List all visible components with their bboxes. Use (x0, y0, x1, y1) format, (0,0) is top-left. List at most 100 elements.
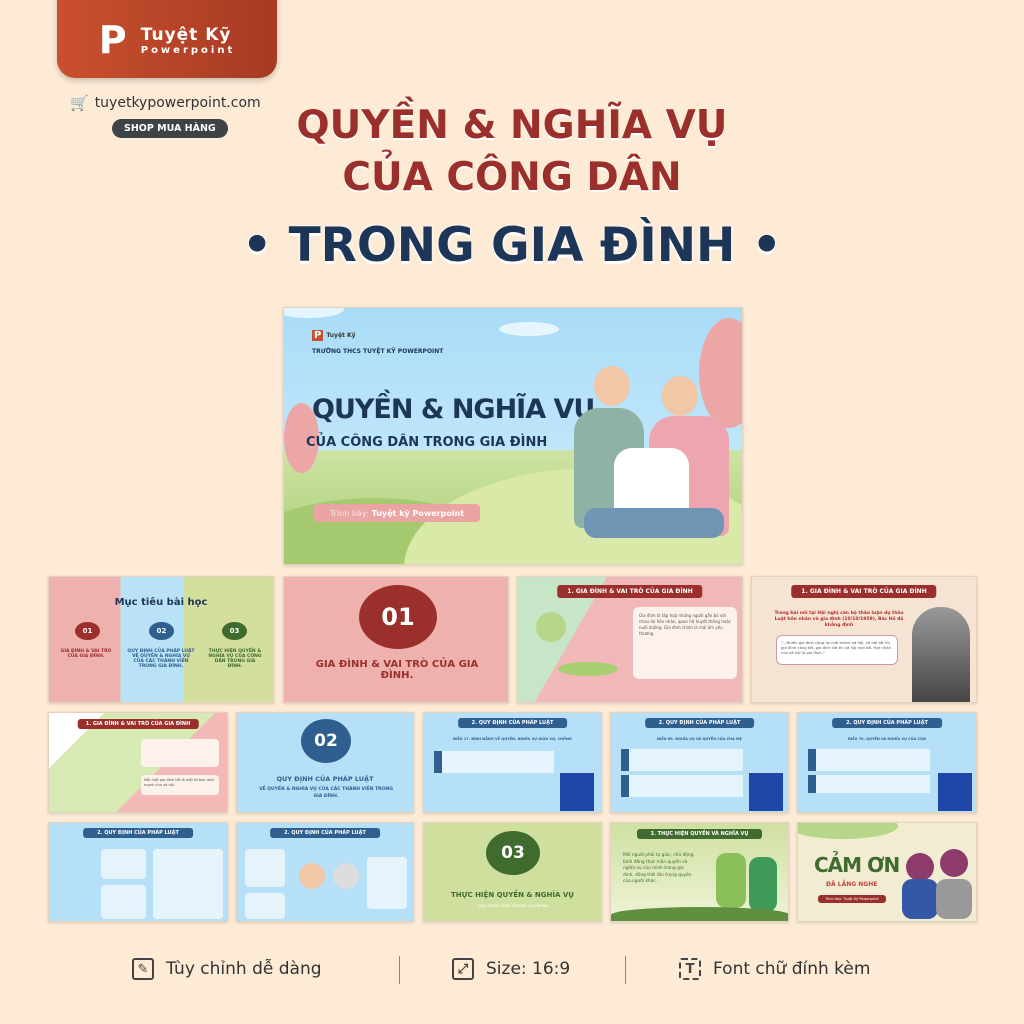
quote-text: "...Nhiều gia đình cộng lại mới thành xã… (781, 640, 891, 655)
slide-header: 2. QUY ĐỊNH CỦA PHÁP LUẬT (457, 718, 568, 728)
main-slide-subtitle: CỦA CÔNG DÂN TRONG GIA ĐÌNH (306, 435, 548, 450)
article-title: ĐIỀU 17. BÌNH ĐẲNG VỀ QUYỀN, NGHĨA VỤ GI… (453, 737, 572, 741)
title-line-2: CỦA CÔNG DÂN (342, 155, 682, 200)
text-card (245, 893, 285, 919)
section-number: 02 (301, 719, 351, 763)
section-title: QUY ĐỊNH CỦA PHÁP LUẬT (276, 775, 374, 783)
divider (399, 956, 400, 984)
thanks-title: CẢM ƠN (814, 853, 900, 877)
article-title: ĐIỀU 70. QUYỀN VÀ NGHĨA VỤ CỦA CON (848, 737, 926, 741)
section-number: 01 (359, 585, 437, 649)
article-card (621, 749, 743, 771)
text-card (101, 885, 146, 919)
family-illustration (749, 857, 777, 912)
feature-font: T Font chữ đính kèm (679, 958, 870, 980)
text-font-icon: T (679, 958, 701, 980)
text-card (141, 739, 219, 767)
ground (611, 907, 788, 921)
article-card (808, 749, 930, 771)
slide-thumb-ho-chi-minh-quote[interactable]: 1. GIA ĐÌNH & VAI TRÒ CỦA GIA ĐÌNH Trong… (751, 576, 977, 703)
quote-bubble: "...Nhiều gia đình cộng lại mới thành xã… (776, 635, 898, 665)
objective-text: THỰC HIỆN QUYỀN & NGHĨA VỤ CỦA CÔNG DÂN … (208, 649, 262, 669)
slide-thumb-family-definition[interactable]: 1. GIA ĐÌNH & VAI TRÒ CỦA GIA ĐÌNH Gia đ… (517, 576, 743, 703)
presenter-label: Trình bày: (329, 508, 369, 518)
section-subtitle: VỀ QUYỀN & NGHĨA VỤ CỦA CÁC THÀNH VIÊN T… (259, 787, 393, 799)
slide-header: 1. GIA ĐÌNH & VAI TRÒ CỦA GIA ĐÌNH (557, 585, 703, 598)
slide-header: 2. QUY ĐỊNH CỦA PHÁP LUẬT (832, 718, 942, 728)
feature-customize: ✎ Tùy chỉnh dễ dàng (132, 958, 322, 980)
law-book-image (560, 773, 594, 811)
main-slide-school: TRƯỜNG THCS TUYỆT KỸ POWERPOINT (312, 348, 444, 355)
slide-thumb-section-1[interactable]: 01 GIA ĐÌNH & VAI TRÒ CỦA GIA ĐÌNH. (283, 576, 509, 703)
main-slide-brand: Tuyệt Kỹ (326, 332, 356, 339)
article-card (621, 775, 743, 797)
slide-thumb-article-17[interactable]: 2. QUY ĐỊNH CỦA PHÁP LUẬT ĐIỀU 17. BÌNH … (423, 712, 602, 813)
card-text: Gia đình là tập hợp những người gắn bó v… (639, 613, 731, 636)
slide-thumb-objectives[interactable]: Mục tiêu bài học 01 02 03 GIA ĐÌNH & VAI… (48, 576, 274, 703)
page-title: QUYỀN & NGHĨA VỤ CỦA CÔNG DÂN (0, 100, 1024, 204)
article-card (434, 751, 554, 773)
slide-header: 2. QUY ĐỊNH CỦA PHÁP LUẬT (83, 828, 193, 838)
brand-name: Tuyệt Kỹ (140, 24, 232, 45)
website-text: tuyetkypowerpoint.com (94, 95, 261, 111)
law-book-image (749, 773, 783, 811)
thanks-subtitle: ĐÃ LẮNG NGHE (826, 881, 878, 888)
feature-label: Size: 16:9 (486, 959, 571, 979)
card-text: Mỗi một gia đình tốt là một tế bào lành … (144, 778, 215, 787)
objective-num: 02 (149, 622, 174, 640)
slide-thumb-thank-you[interactable]: CẢM ƠN ĐÃ LẮNG NGHE Trình bày: Tuyệt Kỹ … (797, 822, 977, 922)
law-book-image (938, 773, 972, 811)
article-card (808, 775, 930, 793)
brand-logo: P Tuyệt Kỹ Powerpoint (57, 0, 277, 78)
slide-thumb-section-3[interactable]: 03 THỰC HIỆN QUYỀN & NGHĨA VỤ CỦA CÔNG D… (423, 822, 602, 922)
text-card (101, 849, 146, 879)
slide-header: 1. GIA ĐÌNH & VAI TRÒ CỦA GIA ĐÌNH (791, 585, 937, 598)
slide-thumb-article-70[interactable]: 2. QUY ĐỊNH CỦA PHÁP LUẬT ĐIỀU 70. QUYỀN… (797, 712, 977, 813)
resize-icon: ⤢ (452, 958, 474, 980)
slide-header: 2. QUY ĐỊNH CỦA PHÁP LUẬT (644, 718, 755, 728)
slide-thumb-spouse-rights[interactable]: 2. QUY ĐỊNH CỦA PHÁP LUẬT (48, 822, 228, 922)
text-card: Gia đình là tập hợp những người gắn bó v… (633, 607, 737, 679)
section-number: 03 (486, 831, 540, 875)
shop-button[interactable]: SHOP MUA HÀNG (112, 119, 228, 138)
family-illustration (716, 853, 746, 908)
title-line-1: QUYỀN & NGHĨA VỤ (296, 103, 728, 148)
section-title: GIA ĐÌNH & VAI TRÒ CỦA GIA ĐÌNH. (315, 659, 479, 681)
title-line-3: • TRONG GIA ĐÌNH • (242, 218, 782, 273)
edit-icon: ✎ (132, 958, 154, 980)
brand-sub: Powerpoint (140, 44, 236, 56)
slide-thumb-family-role[interactable]: 1. GIA ĐÌNH & VAI TRÒ CỦA GIA ĐÌNH Mỗi m… (48, 712, 228, 813)
logo-p-icon: P (98, 18, 127, 62)
slide-header: 3. THỰC HIỆN QUYỀN VÀ NGHĨA VỤ (636, 829, 763, 839)
slide-thumb-practice[interactable]: 3. THỰC HIỆN QUYỀN VÀ NGHĨA VỤ Mỗi người… (610, 822, 789, 922)
objective-text: GIA ĐÌNH & VAI TRÒ CỦA GIA ĐÌNH. (60, 649, 112, 659)
feature-label: Font chữ đính kèm (713, 959, 871, 979)
practice-text: Mỗi người phải tự giác, chủ động, bình đ… (623, 853, 695, 884)
cart-icon: 🛒 (70, 94, 89, 112)
feature-size: ⤢ Size: 16:9 (452, 958, 570, 980)
website-link[interactable]: 🛒 tuyetkypowerpoint.com (70, 94, 261, 112)
quote-intro: Trong bài nói tại Hội nghị cán bộ thảo l… (774, 611, 904, 628)
portrait-image (912, 607, 970, 702)
main-slide-preview: P Tuyệt Kỹ TRƯỜNG THCS TUYỆT KỸ POWERPOI… (283, 307, 743, 565)
objective-num: 03 (222, 622, 247, 640)
divider (625, 956, 626, 984)
slide-header: 2. QUY ĐỊNH CỦA PHÁP LUẬT (270, 828, 380, 838)
slide-thumb-article-69[interactable]: 2. QUY ĐỊNH CỦA PHÁP LUẬT ĐIỀU 69. NGHĨA… (610, 712, 789, 813)
slide-thumb-section-2[interactable]: 02 QUY ĐỊNH CỦA PHÁP LUẬT VỀ QUYỀN & NGH… (236, 712, 414, 813)
article-title: ĐIỀU 69. NGHĨA VỤ VÀ QUYỀN CỦA CHA MẸ (657, 737, 742, 741)
objective-text: QUY ĐỊNH CỦA PHÁP LUẬT VỀ QUYỀN & NGHĨA … (127, 649, 195, 669)
text-card: Mỗi một gia đình tốt là một tế bào lành … (141, 775, 219, 795)
thanks-credit: Trình bày: Tuyệt Kỹ Powerpoint (818, 895, 886, 903)
text-card (153, 849, 223, 919)
presenter-badge: Trình bày: Tuyệt kỹ Powerpoint (314, 504, 480, 522)
slide-header: 1. GIA ĐÌNH & VAI TRÒ CỦA GIA ĐÌNH (77, 719, 199, 729)
presenter-name: Tuyệt kỹ Powerpoint (371, 508, 465, 518)
main-slide-title: QUYỀN & NGHĨA VỤ (312, 394, 595, 425)
text-card (245, 849, 285, 887)
section-title: THỰC HIỆN QUYỀN & NGHĨA VỤ (451, 891, 574, 899)
feature-label: Tùy chỉnh dễ dàng (166, 959, 322, 979)
slide-thumb-grandparents[interactable]: 2. QUY ĐỊNH CỦA PHÁP LUẬT (236, 822, 414, 922)
section-subtitle: CỦA CÔNG DÂN TRONG GIA ĐÌNH (477, 903, 548, 908)
objective-num: 01 (75, 622, 100, 640)
